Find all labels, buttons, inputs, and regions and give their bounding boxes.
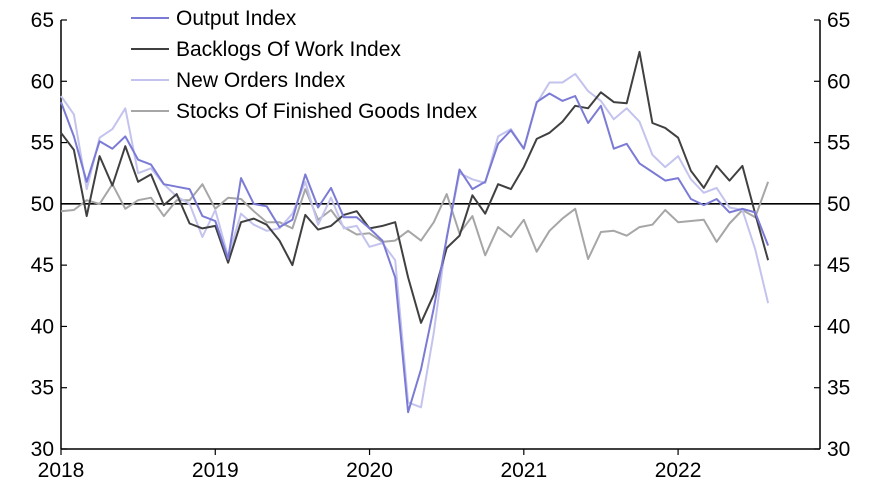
- y-tick-label-left: 65: [31, 9, 54, 32]
- x-tick-label: 2020: [346, 459, 393, 482]
- y-tick-label-right: 65: [827, 9, 850, 32]
- x-tick-label: 2021: [500, 459, 547, 482]
- x-tick-label: 2019: [192, 459, 239, 482]
- legend-label-4: Stocks Of Finished Goods Index: [176, 100, 478, 123]
- y-tick-label-left: 50: [31, 193, 54, 216]
- legend-label-2: Backlogs Of Work Index: [176, 38, 401, 61]
- y-tick-label-left: 35: [31, 377, 54, 400]
- y-tick-label-left: 60: [31, 70, 54, 93]
- y-tick-label-right: 30: [827, 438, 850, 461]
- y-tick-label-right: 40: [827, 315, 850, 338]
- x-tick-label: 2018: [38, 459, 85, 482]
- series-line-1: [60, 92, 770, 414]
- y-tick-label-left: 55: [31, 132, 54, 155]
- series-line-4: [60, 181, 770, 260]
- legend-label-1: Output Index: [176, 7, 297, 30]
- legend: Output Index Backlogs Of Work Index New Or…: [131, 7, 478, 123]
- axes: 30 30 35 35 40 40 45 45 50 50 55 55 60 60 65 65 2018 2019…: [31, 9, 851, 482]
- y-tick-label-right: 35: [827, 377, 850, 400]
- series-line-2: [60, 50, 770, 324]
- y-tick-label-right: 50: [827, 193, 850, 216]
- y-tick-label-left: 45: [31, 254, 54, 277]
- series-line-3: [60, 72, 770, 409]
- y-tick-label-right: 55: [827, 132, 850, 155]
- series-lines: [60, 50, 770, 414]
- x-tick-label: 2022: [655, 459, 702, 482]
- legend-label-3: New Orders Index: [176, 69, 346, 92]
- y-tick-label-left: 30: [31, 438, 54, 461]
- y-tick-label-right: 45: [827, 254, 850, 277]
- y-tick-label-right: 60: [827, 70, 850, 93]
- y-tick-label-left: 40: [31, 315, 54, 338]
